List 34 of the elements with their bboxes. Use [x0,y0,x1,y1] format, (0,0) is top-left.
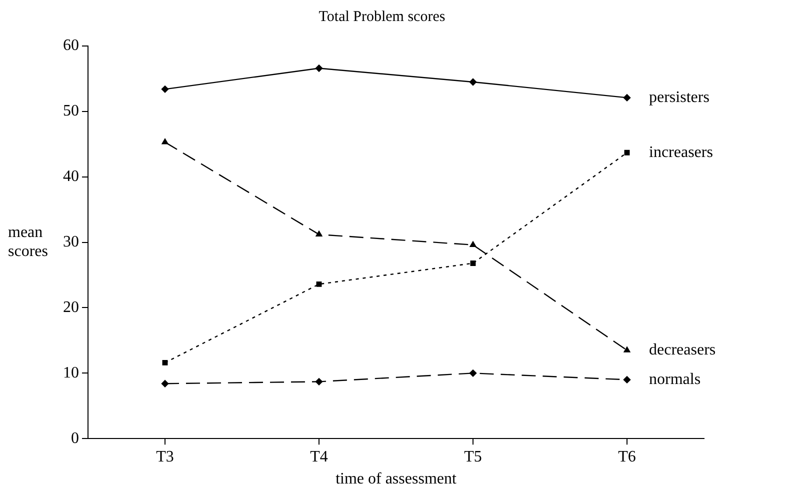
point [316,230,322,237]
point [624,346,630,352]
y-tick-label: 20 [63,298,79,316]
series-label: increasers [649,144,713,161]
point [161,380,169,388]
point [162,360,168,366]
series-label: normals [649,370,701,388]
point [315,64,323,72]
x-tick-label: T6 [618,448,636,466]
point [469,78,477,86]
y-tick-label: 60 [63,37,79,54]
chart-title: Total Problem scores [318,8,446,25]
x-axis-title: time of assessment [336,470,457,488]
x-tick-label: T5 [464,448,482,466]
point [470,241,476,248]
point [316,281,322,287]
point [623,376,631,384]
series-label: persisters [649,88,710,106]
point [162,138,168,144]
point [624,150,630,156]
y-tick-label: 10 [63,364,79,382]
y-axis-title: mean scores [8,224,48,260]
series-label: decreasers [649,341,716,358]
x-tick-label: T3 [156,448,174,466]
y-tick-label: 0 [71,430,79,447]
x-tick-label: T4 [310,448,328,466]
point [161,86,169,93]
y-tick-label: 40 [63,168,79,186]
y-tick-label: 30 [63,234,79,251]
point [623,94,631,102]
point [470,260,476,266]
point [469,370,477,377]
point [315,378,323,386]
y-tick-label: 50 [63,102,79,120]
